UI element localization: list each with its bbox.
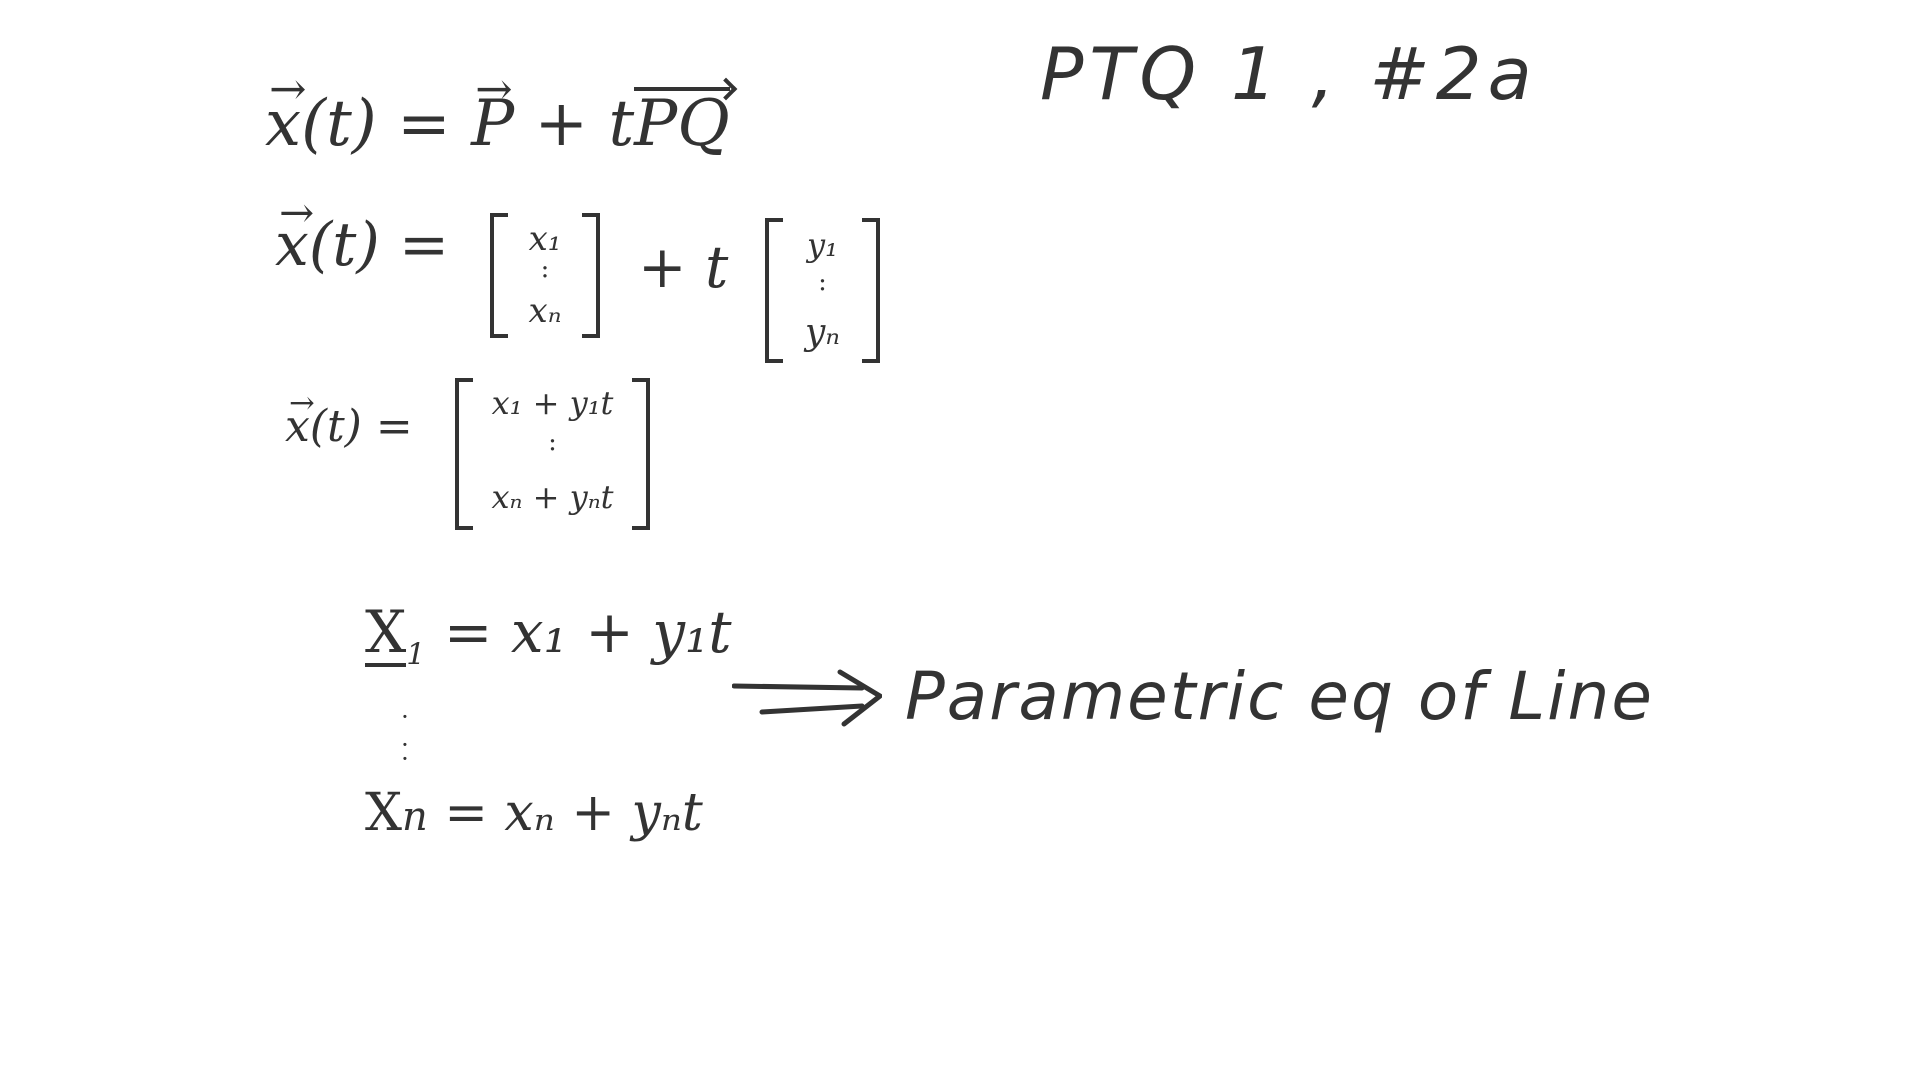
- matrix-point-top: x₁: [528, 219, 562, 259]
- matrix-combined-bottom: xₙ + yₙt: [491, 478, 614, 516]
- matrix-direction-bottom: yₙ: [805, 312, 840, 353]
- component-var-1: X: [365, 598, 407, 667]
- matrix-combined: x₁ + y₁t · · xₙ + yₙt: [455, 378, 650, 530]
- vector-x-2: x: [275, 192, 314, 275]
- equation2-arg: (t) =: [308, 210, 450, 280]
- equation3-arg: (t) =: [309, 401, 413, 452]
- equation1-plus-t: + t: [514, 87, 635, 161]
- caption-parametric-line: Parametric eq of Line: [905, 658, 1654, 735]
- vector-pq: PQ: [634, 86, 730, 161]
- matrix-point: x₁ · · xₙ: [490, 213, 600, 338]
- component-sub-n: n: [402, 794, 428, 840]
- matrix-point-dots: · ·: [540, 254, 550, 292]
- page-title: PTQ 1 , #2a: [1040, 32, 1538, 116]
- component-rhs-1: = x₁ + y₁t: [425, 598, 732, 666]
- plus-t: + t: [638, 233, 729, 301]
- implies-arrow-icon: [732, 669, 882, 727]
- vector-p: P: [471, 67, 514, 156]
- matrix-direction: y₁ · · yₙ: [765, 218, 880, 363]
- matrix-combined-dots: · ·: [548, 427, 557, 465]
- matrix-direction-top: y₁: [807, 226, 838, 264]
- component-sub-1: 1: [406, 637, 426, 673]
- component-rhs-n: = xₙ + yₙt: [427, 783, 703, 843]
- equation-vector-line: x(t) = P + tPQ: [265, 67, 730, 161]
- equation-matrix-sum-lhs: x(t) =: [275, 192, 449, 275]
- component-var-n: X: [365, 783, 403, 843]
- component-dots: · · ·: [401, 703, 409, 773]
- equation-combined-lhs: x(t) =: [285, 388, 413, 449]
- component-equation-n: Xn = xₙ + yₙt: [365, 787, 703, 839]
- vector-x: x: [265, 67, 307, 156]
- component-equation-1: X1 = x₁ + y₁t: [365, 603, 732, 671]
- vector-x-3: x: [285, 388, 315, 449]
- equation1-arg: (t) =: [301, 87, 472, 161]
- matrix-point-bottom: xₙ: [528, 291, 562, 331]
- matrix-direction-dots: · ·: [818, 267, 827, 305]
- matrix-combined-top: x₁ + y₁t: [491, 384, 614, 422]
